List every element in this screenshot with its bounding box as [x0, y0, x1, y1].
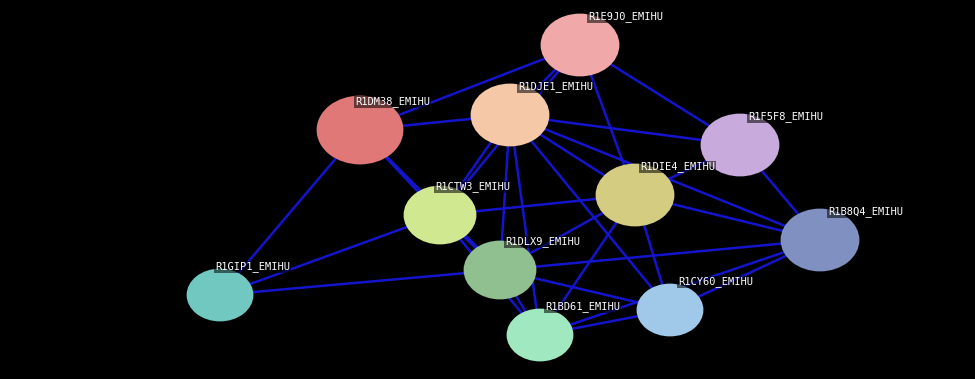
- Ellipse shape: [405, 187, 475, 243]
- Text: R1GIP1_EMIHU: R1GIP1_EMIHU: [215, 262, 290, 273]
- Text: R1CY60_EMIHU: R1CY60_EMIHU: [678, 277, 753, 287]
- Text: R1DJE1_EMIHU: R1DJE1_EMIHU: [518, 81, 593, 92]
- Ellipse shape: [597, 165, 673, 225]
- Ellipse shape: [188, 270, 252, 320]
- Text: R1B8Q4_EMIHU: R1B8Q4_EMIHU: [828, 207, 903, 218]
- Text: R1CTW3_EMIHU: R1CTW3_EMIHU: [435, 182, 510, 193]
- Ellipse shape: [638, 285, 702, 335]
- Text: R1E9J0_EMIHU: R1E9J0_EMIHU: [588, 11, 663, 22]
- Ellipse shape: [318, 97, 402, 163]
- Ellipse shape: [465, 242, 535, 298]
- Text: R1DM38_EMIHU: R1DM38_EMIHU: [355, 97, 430, 108]
- Ellipse shape: [472, 85, 548, 145]
- Ellipse shape: [542, 15, 618, 75]
- Text: R1BD61_EMIHU: R1BD61_EMIHU: [545, 302, 620, 312]
- Ellipse shape: [702, 115, 778, 175]
- Text: R1F5F8_EMIHU: R1F5F8_EMIHU: [748, 111, 823, 122]
- Text: R1DIE4_EMIHU: R1DIE4_EMIHU: [640, 161, 715, 172]
- Text: R1DLX9_EMIHU: R1DLX9_EMIHU: [505, 236, 580, 247]
- Ellipse shape: [782, 210, 858, 270]
- Ellipse shape: [508, 310, 572, 360]
